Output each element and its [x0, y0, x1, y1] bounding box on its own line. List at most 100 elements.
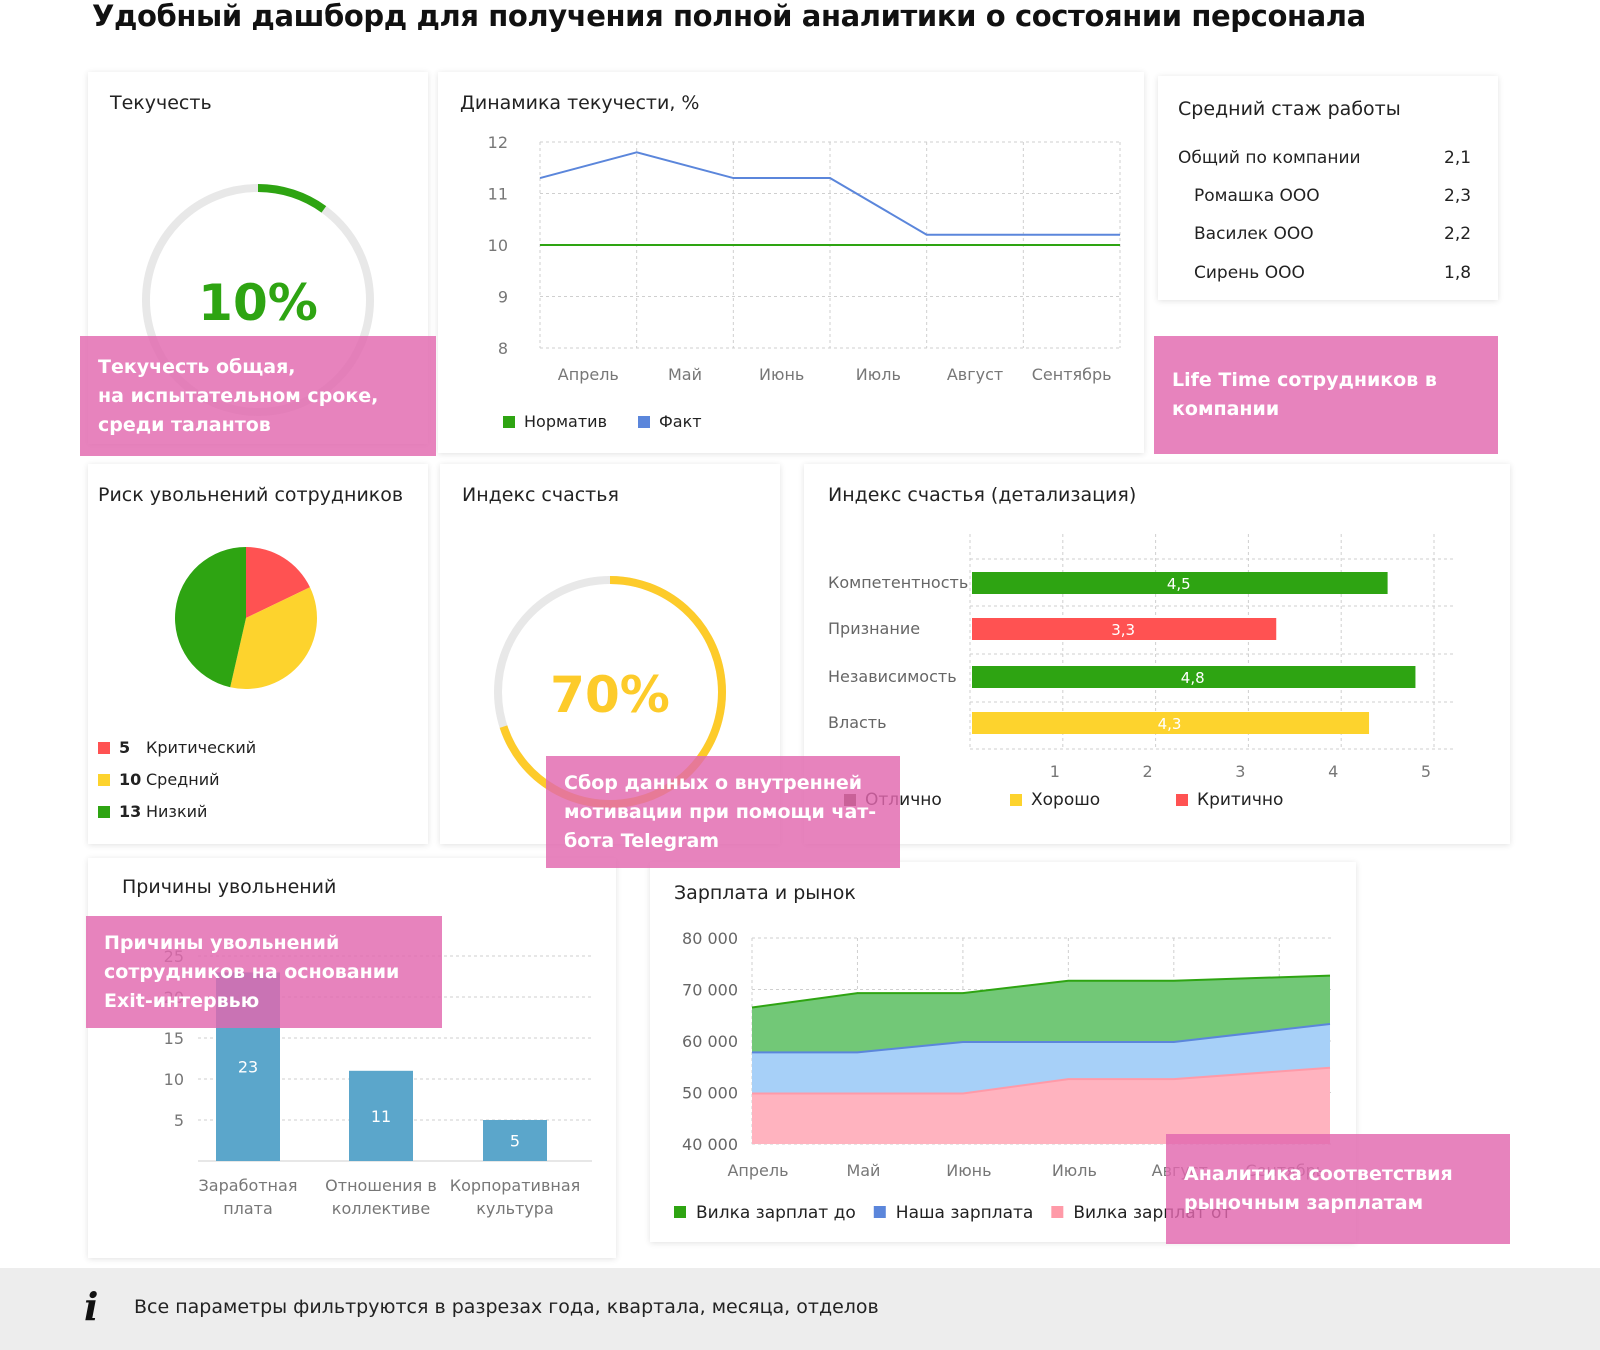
area-fill — [752, 1067, 1330, 1144]
tenure-row-value: 2,3 — [1444, 186, 1472, 206]
y-tick-label: 70 000 — [682, 981, 738, 1000]
y-tick-label: 12 — [488, 133, 508, 152]
risk-legend-label: Критический — [146, 738, 257, 757]
bar-value-label: 4,5 — [1167, 575, 1191, 593]
x-category-label: коллективе — [332, 1199, 430, 1218]
bar — [972, 666, 1416, 688]
tenure-row-label: Сирень ООО — [1194, 263, 1305, 283]
legend-swatch — [873, 1206, 886, 1218]
dismissal-risk-card: Риск увольнений сотрудников 5 Критический… — [88, 464, 428, 844]
legend-norm: Норматив — [503, 412, 607, 431]
x-category-label: культура — [476, 1199, 554, 1218]
pie-slice — [230, 587, 317, 689]
salary-market-chart: 40 000 50 000 60 000 70 000 80 000 Апрель Май И… — [674, 929, 1332, 1223]
footer-text: Все параметры фильтруются в разрезах год… — [134, 1296, 879, 1318]
y-tick-label: 5 — [174, 1111, 184, 1130]
tenure-row-value: 1,8 — [1444, 263, 1472, 283]
salary-note-text: Аналитика соответствия рыночным зарплата… — [1184, 1160, 1453, 1218]
legend-label: Вилка зарплат до — [696, 1203, 856, 1223]
x-tick-label: 2 — [1143, 762, 1153, 781]
tenure-row-label: Василек ООО — [1194, 224, 1314, 244]
pie-slice — [175, 547, 246, 688]
legend-fact-label: Факт — [659, 412, 702, 431]
tenure-card: Средний стаж работы Общий по компании 2,… — [1158, 76, 1498, 300]
telegram-note-text: Сбор данных о внутренней мотивации при п… — [564, 769, 876, 856]
x-tick-label: Апрель — [727, 1161, 788, 1180]
x-tick-label: Июнь — [759, 365, 804, 384]
page-title: Удобный дашборд для получения полной ана… — [92, 0, 1366, 33]
legend-swatch — [503, 415, 515, 428]
hd-legend-label: Хорошо — [1031, 790, 1101, 810]
bar — [972, 618, 1277, 640]
risk-legend-label: Средний — [146, 770, 220, 789]
x-tick-label: Сентябрь — [1032, 365, 1112, 384]
salary-note: Аналитика соответствия рыночным зарплата… — [1166, 1134, 1510, 1244]
y-tick-label: 50 000 — [682, 1084, 738, 1103]
y-category-label: Признание — [828, 619, 920, 638]
lifetime-note-text: Life Time сотрудников в компании — [1172, 366, 1437, 424]
legend-swatch — [1010, 794, 1022, 806]
legend-swatch — [1051, 1206, 1064, 1218]
tenure-row-value: 2,2 — [1444, 224, 1472, 244]
bar-value-label: 3,3 — [1111, 621, 1135, 639]
risk-legend-count: 10 — [119, 770, 142, 789]
info-icon: i — [84, 1284, 99, 1329]
note-line: бота Telegram — [564, 829, 720, 852]
hd-legend-item: Критично — [1176, 790, 1283, 810]
happiness-index-title: Индекс счастья — [462, 484, 619, 506]
x-tick-label: Август — [947, 365, 1003, 384]
x-tick-label: 5 — [1421, 762, 1431, 781]
legend-swatch — [638, 415, 650, 428]
risk-legend-item: 10 Средний — [98, 770, 220, 789]
legend-swatch — [98, 805, 110, 818]
legend-swatch — [98, 741, 110, 754]
y-tick-label: 80 000 — [682, 929, 738, 948]
legend-swatch — [98, 773, 110, 786]
dismissal-reasons-title: Причины увольнений — [122, 876, 337, 898]
lifetime-note: Life Time сотрудников в компании — [1154, 336, 1498, 454]
turnover-dynamics-chart: 8 9 10 11 12 Апрель Май Июнь Июль Август Сентябрь — [488, 133, 1121, 384]
series-line — [752, 1066, 1331, 1095]
footer-bar: i Все параметры фильтруются в разрезах г… — [0, 1268, 1600, 1350]
risk-legend-count: 5 — [119, 738, 131, 757]
tenure-row-label: Ромашка ООО — [1194, 186, 1320, 206]
legend-swatch — [674, 1206, 686, 1218]
x-category-label: плата — [223, 1199, 273, 1218]
y-tick-label: 15 — [164, 1029, 184, 1048]
y-category-label: Независимость — [828, 667, 957, 686]
bar-value-label: 5 — [510, 1132, 520, 1151]
x-tick-label: Июнь — [946, 1161, 991, 1180]
note-line: на испытательном сроке, — [98, 384, 379, 407]
legend-swatch — [1176, 794, 1188, 806]
x-tick-label: 3 — [1235, 762, 1245, 781]
note-line: Сбор данных о внутренней — [564, 771, 863, 794]
bar — [483, 1120, 547, 1161]
salary-market-card: Зарплата и рынок 40 000 50 000 60 000 70 00… — [650, 862, 1356, 1242]
note-line: Аналитика соответствия — [1184, 1163, 1453, 1185]
risk-legend-item: 5 Критический — [98, 738, 256, 757]
hd-legend-item: Хорошо — [1010, 790, 1100, 810]
pie-slice — [246, 547, 310, 618]
turnover-note: Текучесть общая, на испытательном сроке,… — [80, 336, 436, 456]
turnover-title: Текучесть — [110, 92, 212, 114]
legend-norm-label: Норматив — [524, 412, 607, 431]
telegram-note: Сбор данных о внутренней мотивации при п… — [546, 756, 900, 868]
x-tick-label: Апрель — [558, 365, 619, 384]
bar-value-label: 4,3 — [1158, 715, 1182, 733]
note-line: сотрудников на основании — [104, 960, 400, 983]
note-line: Life Time сотрудников в — [1172, 369, 1437, 391]
x-tick-label: Май — [846, 1161, 880, 1180]
y-tick-label: 10 — [488, 236, 508, 255]
series-line — [539, 151, 1120, 236]
y-category-label: Власть — [828, 713, 887, 732]
gauge-value-label: 10% — [198, 274, 318, 332]
bar — [972, 572, 1388, 594]
risk-pie-chart — [175, 547, 317, 689]
y-tick-label: 10 — [164, 1070, 184, 1089]
turnover-note-text: Текучесть общая, на испытательном сроке,… — [98, 353, 378, 440]
series-line — [752, 1023, 1331, 1054]
y-tick-label: 9 — [498, 288, 508, 307]
note-line: компании — [1172, 398, 1280, 420]
y-tick-label: 40 000 — [682, 1135, 738, 1154]
y-tick-label: 60 000 — [682, 1032, 738, 1051]
